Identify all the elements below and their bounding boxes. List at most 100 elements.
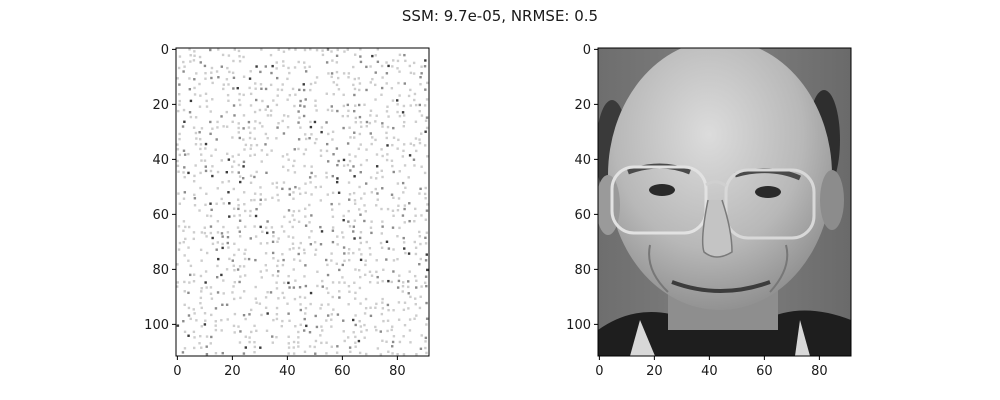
noise-pixel: [198, 105, 202, 108]
noise-pixel: [386, 144, 389, 147]
noise-pixel: [425, 323, 428, 326]
noise-pixel: [237, 131, 240, 134]
noise-pixel: [193, 50, 196, 53]
noise-pixel: [341, 276, 344, 279]
noise-pixel: [402, 125, 405, 128]
noise-pixel: [381, 122, 384, 125]
noise-pixel: [233, 281, 236, 284]
noise-pixel: [386, 319, 390, 322]
noise-pixel: [253, 345, 257, 349]
noise-pixel: [308, 136, 311, 140]
noise-pixel: [353, 281, 356, 284]
noise-pixel: [354, 291, 357, 295]
noise-pixel: [232, 207, 236, 210]
noise-pixel: [347, 247, 351, 251]
noise-pixel: [396, 99, 399, 102]
noise-pixel: [216, 120, 219, 124]
noise-pixel: [287, 335, 290, 339]
noise-pixel: [365, 328, 368, 332]
noise-pixel: [195, 319, 198, 322]
noise-pixel: [297, 60, 300, 64]
noise-pixel: [238, 265, 242, 268]
noise-pixel: [414, 252, 418, 256]
noise-pixel: [269, 291, 273, 294]
noise-pixel: [253, 127, 256, 130]
noise-pixel: [369, 226, 373, 229]
face-image-fold-left: [648, 244, 669, 293]
noise-pixel: [349, 136, 352, 139]
noise-pixel: [255, 143, 259, 147]
noise-pixel: [189, 317, 192, 321]
noise-pixel: [398, 70, 401, 73]
noise-pixel: [227, 54, 231, 57]
noise-pixel: [283, 215, 286, 219]
noise-pixel: [419, 76, 422, 79]
noise-pixel: [200, 159, 203, 162]
noise-pixel: [200, 231, 204, 234]
noise-pixel: [192, 280, 196, 283]
noise-pixel: [255, 207, 258, 211]
noise-pixel: [408, 154, 412, 157]
noise-pixel: [203, 312, 207, 315]
noise-pixel: [222, 225, 225, 229]
noise-pixel: [199, 143, 203, 146]
noise-pixel: [189, 60, 192, 63]
noise-pixel: [298, 116, 301, 119]
noise-pixel: [352, 230, 355, 233]
noise-pixel: [414, 103, 418, 107]
noise-pixel: [275, 335, 278, 339]
noise-pixel: [293, 218, 296, 222]
noise-pixel: [313, 241, 317, 244]
noise-pixel: [387, 64, 390, 68]
noise-pixel: [338, 268, 341, 272]
noise-pixel: [314, 248, 318, 251]
noise-pixel: [232, 87, 235, 90]
noise-pixel: [253, 198, 256, 202]
noise-pixel: [401, 281, 405, 284]
y-tick-label: 60: [152, 208, 169, 223]
noise-pixel: [376, 48, 380, 51]
noise-pixel: [183, 347, 187, 350]
face-image-collar-left: [630, 320, 655, 356]
noise-pixel: [249, 174, 253, 177]
noise-pixel: [275, 181, 279, 185]
noise-pixel: [176, 285, 179, 288]
noise-pixel: [374, 83, 377, 87]
noise-pixel: [236, 226, 240, 229]
noise-pixel: [358, 82, 362, 85]
noise-pixel: [369, 253, 372, 256]
noise-pixel: [178, 153, 181, 157]
noise-pixel: [281, 253, 284, 256]
noise-pixel: [365, 352, 368, 356]
noise-pixel: [260, 149, 264, 152]
y-tick-label: 0: [161, 43, 169, 58]
noise-pixel: [335, 147, 339, 150]
noise-pixel: [272, 318, 275, 322]
noise-pixel: [424, 340, 427, 343]
noise-pixel: [275, 137, 278, 140]
noise-pixel: [178, 202, 182, 205]
noise-pixel: [183, 280, 186, 284]
noise-pixel: [309, 291, 313, 295]
noise-pixel: [342, 218, 345, 222]
noise-image-background: [176, 48, 429, 356]
noise-pixel: [353, 77, 357, 81]
noise-pixel: [336, 243, 339, 246]
face-image-eye-left: [649, 184, 675, 196]
noise-pixel: [335, 61, 339, 64]
noise-pixel: [238, 175, 242, 178]
noise-pixel: [203, 231, 207, 235]
noise-pixel: [303, 164, 306, 168]
noise-pixel: [276, 264, 279, 268]
noise-pixel: [391, 226, 395, 229]
noise-pixel: [277, 237, 280, 240]
noise-pixel: [205, 192, 208, 196]
noise-pixel: [271, 64, 274, 68]
noise-pixel: [313, 120, 317, 124]
noise-pixel: [354, 323, 357, 327]
noise-pixel: [330, 109, 334, 112]
noise-pixel: [387, 279, 390, 283]
noise-pixel: [369, 65, 372, 68]
noise-pixel: [335, 70, 339, 74]
noise-pixel: [380, 86, 384, 90]
